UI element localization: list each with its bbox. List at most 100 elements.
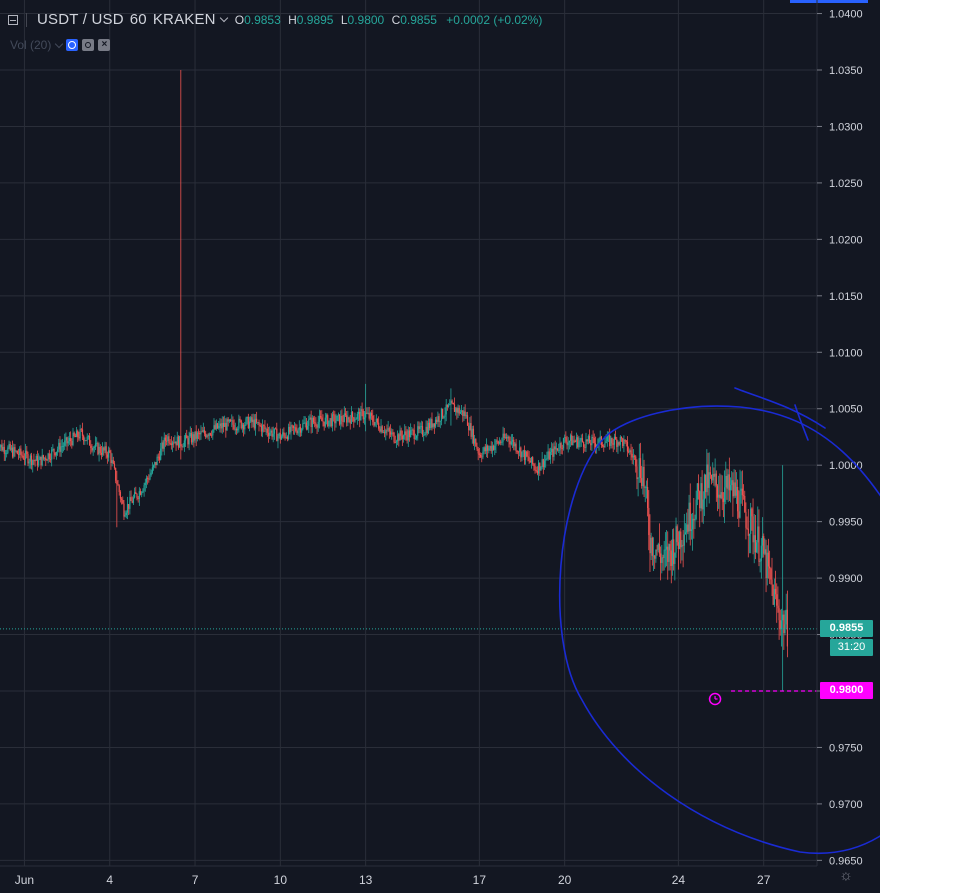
candle-body	[41, 455, 43, 466]
chart-settings-gear-icon[interactable]: ☼	[839, 867, 853, 884]
candle-body	[483, 447, 485, 452]
candle-body	[266, 428, 268, 433]
candle-body	[216, 423, 219, 429]
candle-body	[581, 438, 584, 442]
candle-body	[209, 433, 212, 435]
candle-body	[727, 474, 729, 489]
candle-body	[674, 552, 676, 564]
candle-body	[676, 526, 678, 543]
candle-body	[208, 433, 210, 436]
candle-body	[226, 419, 228, 431]
candle-body	[66, 437, 68, 444]
candle-body	[566, 441, 568, 446]
candle-body	[119, 491, 121, 499]
candle-body	[774, 588, 777, 595]
candle-body	[83, 435, 85, 442]
eye-icon[interactable]	[66, 39, 79, 51]
collapse-legend-icon[interactable]	[8, 14, 18, 25]
candle-body	[747, 528, 749, 536]
candle-body	[110, 452, 112, 464]
candle-body	[626, 441, 629, 452]
candle-body	[155, 461, 157, 466]
candle-body	[741, 488, 743, 496]
candle-body	[337, 414, 339, 416]
candle-body	[530, 457, 533, 463]
candle-body	[232, 420, 234, 425]
candle-body	[260, 425, 262, 432]
candle-body	[261, 425, 264, 432]
candle-body	[549, 451, 552, 460]
candle-body	[652, 555, 655, 557]
candle-body	[779, 620, 781, 630]
candle-body	[188, 436, 190, 445]
high-value: 0.9895	[296, 12, 334, 27]
chart-window[interactable]: 1.0400 1.0350 1.0300 1.0250 1.0200 1.0150 1.01…	[0, 0, 880, 893]
candle-body	[577, 437, 579, 448]
candle-body	[543, 460, 546, 468]
candle-body	[412, 429, 414, 431]
candle-body	[776, 594, 778, 606]
candle-body	[286, 436, 289, 440]
candle-body	[573, 440, 575, 442]
candle-body	[526, 451, 528, 457]
candle-body	[205, 433, 207, 438]
candle-body	[282, 432, 284, 437]
candle-body	[636, 466, 638, 479]
candle-body	[267, 432, 270, 436]
candle-body	[521, 451, 523, 458]
candle-body	[365, 412, 367, 418]
candle-body	[246, 416, 248, 419]
candle-body	[495, 440, 497, 446]
candle-body	[293, 427, 296, 429]
candle-body	[241, 424, 244, 429]
candle-body	[541, 459, 543, 467]
candle-body	[136, 493, 138, 498]
gear-icon[interactable]	[82, 39, 95, 51]
candle-body	[767, 552, 770, 567]
price-chart[interactable]: 1.0400 1.0350 1.0300 1.0250 1.0200 1.0150 1.01…	[0, 0, 880, 893]
candle-body	[376, 418, 379, 423]
candle-body	[477, 448, 479, 454]
candle-body	[620, 436, 623, 439]
chevron-down-icon[interactable]	[219, 13, 228, 23]
candle-body	[579, 440, 581, 442]
candle-body	[642, 466, 644, 486]
symbol-name[interactable]: USDT / USD	[37, 11, 124, 28]
candle-body	[716, 485, 719, 498]
candle-body	[132, 497, 135, 503]
chart-grid	[0, 0, 817, 866]
chevron-down-icon[interactable]	[55, 39, 64, 48]
price-tick-label: 1.0400	[829, 9, 863, 21]
interval-label[interactable]: 60	[129, 11, 147, 28]
close-icon[interactable]: ×	[98, 39, 111, 51]
candle-body	[777, 605, 779, 609]
candle-body	[94, 443, 97, 448]
candle-body	[160, 448, 162, 460]
candle-body	[560, 443, 562, 449]
candle-body	[194, 431, 196, 441]
candle-body	[234, 428, 236, 430]
exchange-label[interactable]: KRAKEN	[152, 11, 216, 28]
candle-body	[599, 436, 601, 439]
candle-body	[759, 561, 761, 563]
candle-body	[118, 485, 120, 492]
candle-body	[714, 473, 716, 477]
candle-body	[760, 545, 762, 562]
candle-body	[55, 451, 58, 456]
candle-body	[314, 422, 316, 424]
candle-body	[251, 417, 253, 423]
candle-body	[283, 432, 285, 435]
candle-body	[148, 478, 150, 480]
candle-body	[474, 438, 476, 444]
candle-body	[660, 553, 662, 563]
candle-body	[156, 456, 158, 466]
candle-body	[334, 415, 336, 424]
volume-label[interactable]: Vol (20)	[10, 38, 52, 52]
candle-body	[53, 448, 55, 453]
hand-drawn-annotation	[558, 387, 880, 854]
candle-body	[470, 423, 472, 437]
candle-body	[442, 408, 444, 418]
candle-body	[684, 532, 687, 535]
candle-body	[9, 443, 11, 450]
candle-body	[690, 529, 693, 532]
